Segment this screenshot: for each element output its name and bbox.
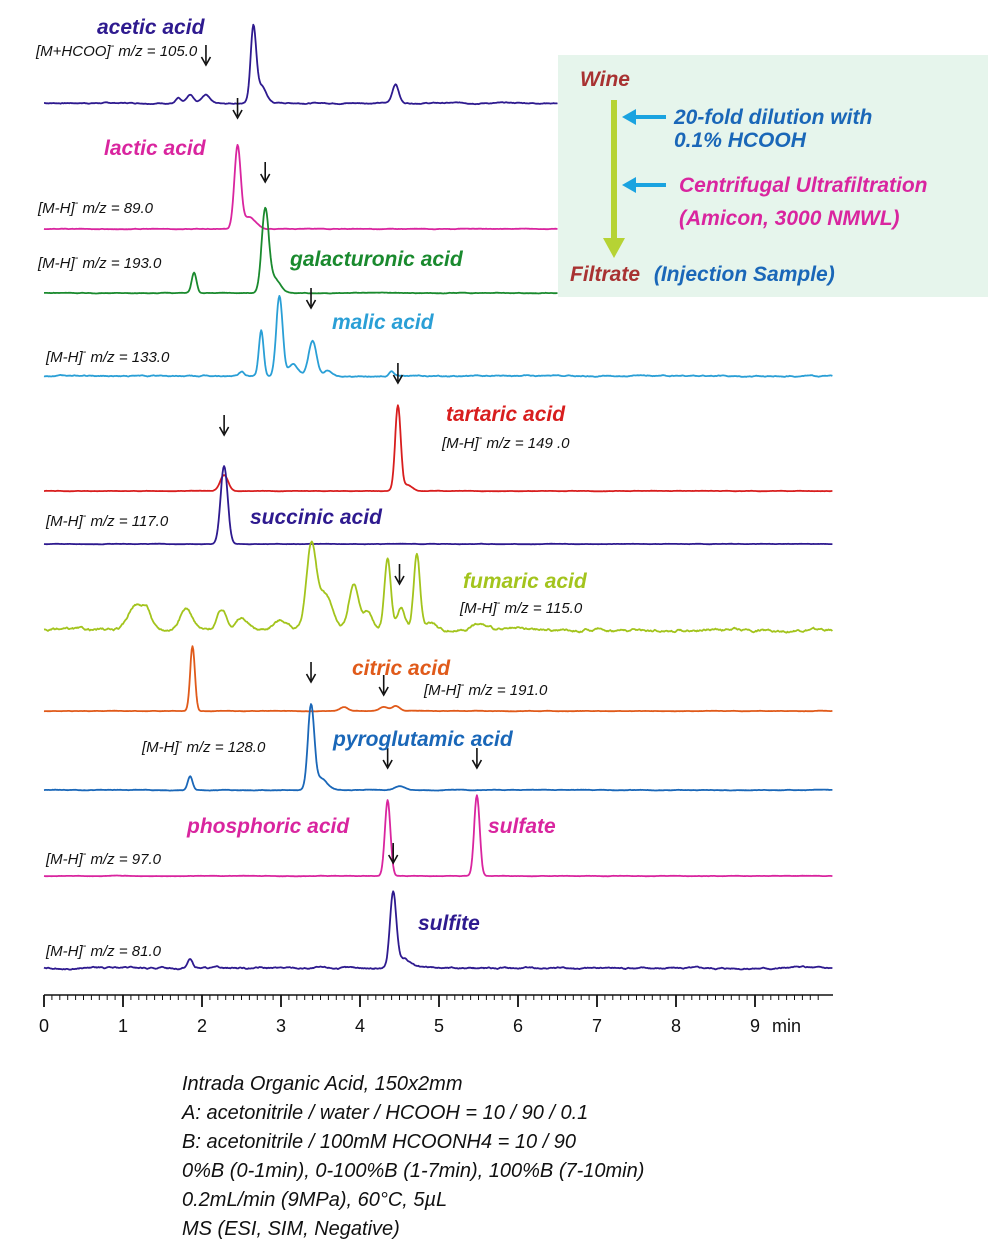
- flow-step1-line2: 0.1% HCOOH: [674, 129, 807, 152]
- peak-marker-sulfate: [471, 748, 483, 770]
- method-conditions: Intrada Organic Acid, 150x2mm A: acetoni…: [181, 1073, 644, 1240]
- x-tick-label: 5: [434, 1016, 444, 1036]
- ion-label-malic-acid: [M-H]- m/z = 133.0: [45, 346, 170, 366]
- peak-marker-citric-acid: [378, 675, 389, 697]
- peak-marker-acetic-acid: [200, 45, 212, 67]
- ion-label-succinic-acid: [M-H]- m/z = 117.0: [45, 510, 169, 530]
- label-sulfite: sulfite: [418, 912, 480, 935]
- trace-fumaric-acid: [43, 540, 833, 634]
- label-galacturonic-acid: galacturonic acid: [289, 248, 464, 271]
- trace-galacturonic-acid: [43, 206, 558, 295]
- flow-step1-line1: 20-fold dilution with: [673, 106, 872, 129]
- ion-label-sulfite: [M-H]- m/z = 81.0: [45, 940, 162, 960]
- condition-line: MS (ESI, SIM, Negative): [182, 1218, 400, 1240]
- condition-line: B: acetonitrile / 100mM HCOONH4 = 10 / 9…: [182, 1131, 576, 1153]
- trace-labels: acetic acid[M+HCOO]- m/z = 105.0 lactic a…: [35, 16, 588, 960]
- trace-phosphoric-acid: [43, 794, 833, 878]
- label-fumaric-acid: fumaric acid: [463, 570, 588, 593]
- flow-step2-line1: Centrifugal Ultrafiltration: [679, 174, 928, 197]
- flow-step2-line2: (Amicon, 3000 NMWL): [679, 207, 900, 230]
- x-tick-label: 0: [39, 1016, 49, 1036]
- chromatogram-traces: [43, 23, 833, 971]
- ion-label-citric-acid: [M-H]- m/z = 191.0: [423, 679, 548, 699]
- trace-sulfite: [43, 890, 833, 971]
- trace-citric-acid: [43, 645, 833, 713]
- flow-end-word: Filtrate: [570, 263, 640, 286]
- peak-marker-pyroglutamic-acid: [305, 662, 317, 684]
- condition-line: A: acetonitrile / water / HCOOH = 10 / 9…: [181, 1102, 588, 1124]
- label-citric-acid: citric acid: [352, 657, 451, 680]
- ion-label-pyroglutamic-acid: [M-H]- m/z = 128.0: [141, 736, 266, 756]
- peak-marker-fumaric-acid: [394, 564, 405, 586]
- x-tick-label: 4: [355, 1016, 365, 1036]
- peak-marker-phosphoric-acid: [382, 748, 393, 770]
- step2-pointer-head: [622, 177, 636, 193]
- label-tartaric-acid: tartaric acid: [446, 403, 566, 426]
- sample-prep-flowchart: Wine 20-fold dilution with 0.1% HCOOH Ce…: [558, 55, 988, 297]
- trace-tartaric-acid: [43, 404, 833, 493]
- label-lactic-acid: lactic acid: [104, 137, 207, 160]
- x-tick-label: 8: [671, 1016, 681, 1036]
- label-acetic-acid: acetic acid: [97, 16, 206, 39]
- label-succinic-acid: succinic acid: [250, 506, 383, 529]
- flow-start-label: Wine: [580, 68, 630, 91]
- peak-marker-sulfite: [387, 843, 399, 865]
- peak-marker-galacturonic-acid: [260, 162, 271, 184]
- trace-succinic-acid: [43, 465, 833, 546]
- trace-lactic-acid: [43, 144, 558, 231]
- step1-pointer-head: [622, 109, 636, 125]
- label-phosphoric-acid: phosphoric acid: [186, 815, 350, 838]
- flowchart-box: [558, 55, 988, 297]
- x-tick-label: 3: [276, 1016, 286, 1036]
- ion-label-galacturonic-acid: [M-H]- m/z = 193.0: [37, 252, 162, 272]
- label-sulfate: sulfate: [488, 815, 556, 838]
- flow-end-note: (Injection Sample): [654, 263, 835, 286]
- peak-marker-malic-acid: [305, 288, 317, 310]
- ion-label-acetic-acid: [M+HCOO]- m/z = 105.0: [35, 40, 198, 60]
- x-axis-unit: min: [772, 1016, 801, 1036]
- ion-label-tartaric-acid: [M-H]- m/z = 149 .0: [441, 432, 570, 452]
- peak-marker-tartaric-acid: [392, 363, 404, 385]
- x-tick-label: 1: [118, 1016, 128, 1036]
- flow-main-arrowhead: [603, 238, 625, 258]
- x-tick-label: 6: [513, 1016, 523, 1036]
- flow-end-label: Filtrate (Injection Sample): [570, 263, 835, 286]
- ion-label-phosphoric-acid: [M-H]- m/z = 97.0: [45, 848, 162, 868]
- x-tick-label: 2: [197, 1016, 207, 1036]
- ion-label-fumaric-acid: [M-H]- m/z = 115.0: [459, 597, 583, 617]
- label-malic-acid: malic acid: [332, 311, 435, 334]
- x-tick-label: 9: [750, 1016, 760, 1036]
- peak-marker-lactic-acid: [232, 98, 243, 120]
- label-pyroglutamic-acid: pyroglutamic acid: [332, 728, 514, 751]
- time-axis: 0 1 2 3 4 5 6 7 8 9 min: [39, 994, 833, 1036]
- condition-line: Intrada Organic Acid, 150x2mm: [182, 1073, 463, 1095]
- trace-malic-acid: [43, 295, 833, 378]
- ion-label-lactic-acid: [M-H]- m/z = 89.0: [37, 197, 154, 217]
- trace-pyroglutamic-acid: [43, 703, 833, 792]
- condition-line: 0.2mL/min (9MPa), 60°C, 5µL: [182, 1189, 447, 1211]
- x-tick-label: 7: [592, 1016, 602, 1036]
- peak-marker-succinic-acid: [218, 415, 230, 437]
- peak-markers: [200, 45, 483, 865]
- trace-acetic-acid: [43, 23, 558, 106]
- condition-line: 0%B (0-1min), 0-100%B (1-7min), 100%B (7…: [182, 1160, 644, 1182]
